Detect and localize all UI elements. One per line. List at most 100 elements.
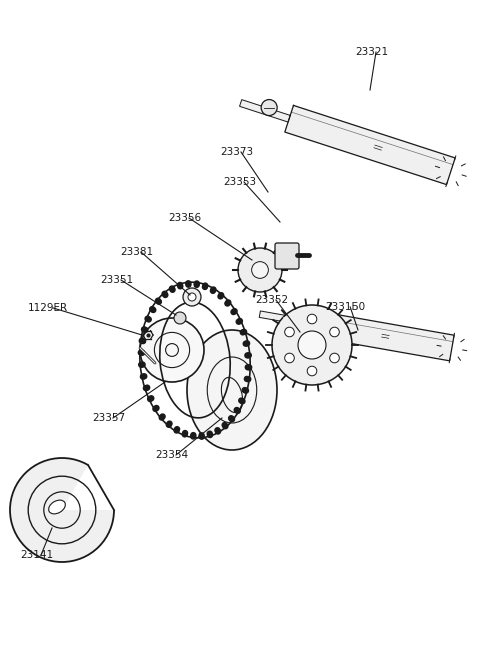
- Circle shape: [178, 283, 182, 288]
- Circle shape: [174, 428, 179, 433]
- Circle shape: [247, 365, 252, 370]
- Circle shape: [186, 281, 191, 286]
- Text: 23354: 23354: [155, 450, 188, 460]
- Circle shape: [144, 385, 150, 390]
- Circle shape: [330, 353, 339, 363]
- Polygon shape: [302, 309, 454, 361]
- Circle shape: [239, 398, 244, 403]
- Circle shape: [207, 431, 212, 436]
- Circle shape: [144, 386, 148, 391]
- Polygon shape: [259, 311, 305, 325]
- Circle shape: [138, 350, 144, 355]
- Circle shape: [252, 261, 268, 279]
- Circle shape: [229, 417, 235, 422]
- Circle shape: [150, 307, 155, 311]
- Circle shape: [199, 434, 204, 440]
- Circle shape: [245, 365, 250, 370]
- Circle shape: [240, 330, 245, 335]
- Circle shape: [167, 421, 172, 426]
- Text: 23357: 23357: [92, 413, 125, 423]
- Circle shape: [160, 414, 165, 419]
- Circle shape: [156, 298, 160, 304]
- Circle shape: [240, 399, 245, 404]
- Circle shape: [194, 283, 199, 287]
- Circle shape: [238, 248, 282, 292]
- Circle shape: [285, 327, 294, 337]
- Circle shape: [228, 416, 234, 420]
- Circle shape: [238, 319, 242, 323]
- Circle shape: [261, 100, 277, 116]
- Circle shape: [139, 338, 144, 343]
- Circle shape: [232, 309, 237, 313]
- Circle shape: [10, 458, 114, 562]
- Circle shape: [307, 366, 317, 376]
- Circle shape: [163, 292, 168, 298]
- Circle shape: [183, 288, 201, 306]
- Circle shape: [191, 434, 196, 439]
- Circle shape: [140, 362, 145, 367]
- Circle shape: [222, 422, 227, 428]
- Polygon shape: [240, 100, 290, 122]
- Text: 2331Б0: 2331Б0: [325, 302, 365, 312]
- Circle shape: [215, 428, 220, 433]
- Ellipse shape: [187, 330, 277, 450]
- Circle shape: [182, 432, 187, 437]
- Circle shape: [244, 376, 250, 382]
- Circle shape: [139, 362, 144, 367]
- Circle shape: [149, 396, 154, 401]
- Text: 23353: 23353: [223, 177, 256, 187]
- Circle shape: [242, 388, 247, 393]
- Circle shape: [246, 353, 252, 358]
- Circle shape: [236, 319, 241, 324]
- Circle shape: [216, 429, 220, 434]
- Circle shape: [231, 309, 236, 315]
- Circle shape: [245, 353, 250, 358]
- Circle shape: [223, 424, 228, 429]
- Circle shape: [186, 283, 191, 287]
- Circle shape: [207, 432, 213, 438]
- Circle shape: [175, 426, 180, 432]
- Circle shape: [141, 338, 145, 344]
- Circle shape: [156, 300, 161, 304]
- Polygon shape: [285, 105, 455, 185]
- Circle shape: [211, 287, 216, 292]
- Ellipse shape: [48, 500, 65, 514]
- Circle shape: [182, 430, 188, 436]
- Circle shape: [203, 283, 208, 288]
- Circle shape: [246, 376, 251, 382]
- Circle shape: [143, 327, 148, 332]
- Circle shape: [245, 341, 250, 346]
- Circle shape: [272, 305, 352, 385]
- Circle shape: [146, 317, 151, 322]
- Text: 23351: 23351: [100, 275, 133, 285]
- Circle shape: [174, 312, 186, 324]
- Circle shape: [153, 407, 158, 411]
- Circle shape: [285, 353, 294, 363]
- Circle shape: [141, 374, 145, 379]
- FancyBboxPatch shape: [275, 243, 299, 269]
- Circle shape: [191, 432, 196, 438]
- Circle shape: [159, 415, 164, 420]
- Circle shape: [148, 397, 153, 401]
- Circle shape: [330, 327, 339, 337]
- Wedge shape: [62, 463, 116, 510]
- Text: 23373: 23373: [220, 147, 253, 157]
- Circle shape: [142, 327, 146, 332]
- Circle shape: [235, 409, 240, 413]
- Circle shape: [234, 407, 239, 413]
- Circle shape: [243, 388, 249, 393]
- Circle shape: [142, 374, 147, 379]
- Circle shape: [140, 318, 204, 382]
- Circle shape: [199, 433, 204, 438]
- Circle shape: [151, 307, 156, 313]
- Circle shape: [307, 314, 317, 324]
- Circle shape: [145, 316, 150, 321]
- Circle shape: [169, 286, 175, 291]
- Circle shape: [226, 300, 231, 305]
- Circle shape: [188, 293, 196, 301]
- Circle shape: [219, 292, 224, 298]
- Text: 23352: 23352: [255, 295, 288, 305]
- Circle shape: [154, 405, 159, 411]
- Text: 23321: 23321: [355, 47, 388, 57]
- Text: 23141: 23141: [20, 550, 53, 560]
